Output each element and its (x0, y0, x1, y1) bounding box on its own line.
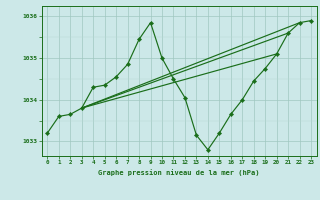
X-axis label: Graphe pression niveau de la mer (hPa): Graphe pression niveau de la mer (hPa) (99, 169, 260, 176)
